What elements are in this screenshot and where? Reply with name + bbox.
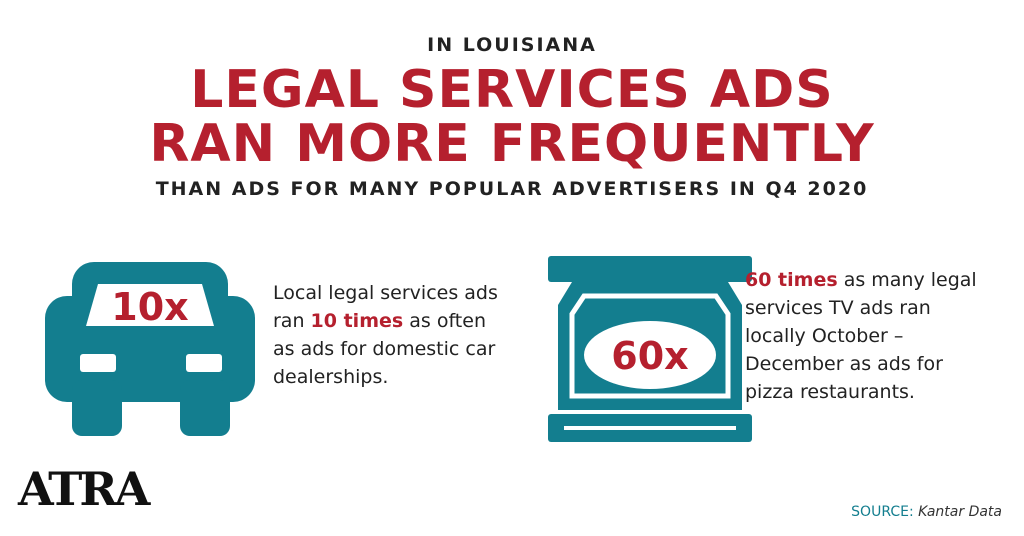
highlight: 60 times <box>745 269 838 291</box>
pizza-box-icon <box>548 256 752 442</box>
kicker: IN LOUISIANA <box>427 34 597 56</box>
title-line: RAN MORE FREQUENTLY <box>149 114 875 174</box>
badge: 60x <box>611 334 688 378</box>
source-name: Kantar Data <box>918 504 1002 520</box>
source: SOURCE: Kantar Data <box>851 504 1002 520</box>
text: Local legal services ads ran <box>273 282 498 332</box>
logo: ATRA <box>18 462 150 516</box>
fact-text: Local legal services ads ran 10 times as… <box>273 279 503 391</box>
car-icon <box>45 262 255 436</box>
text: as many legal services TV ads ran locall… <box>745 269 977 403</box>
badge: 10x <box>111 285 188 329</box>
title-line: LEGAL SERVICES ADS <box>190 60 834 120</box>
text: as often as ads for domestic car dealers… <box>273 310 496 388</box>
fact-text: 60 times as many legal services TV ads r… <box>745 266 995 406</box>
highlight: 10 times <box>310 310 404 332</box>
source-label: SOURCE: <box>851 504 914 520</box>
subtitle: THAN ADS FOR MANY POPULAR ADVERTISERS IN… <box>155 178 869 200</box>
